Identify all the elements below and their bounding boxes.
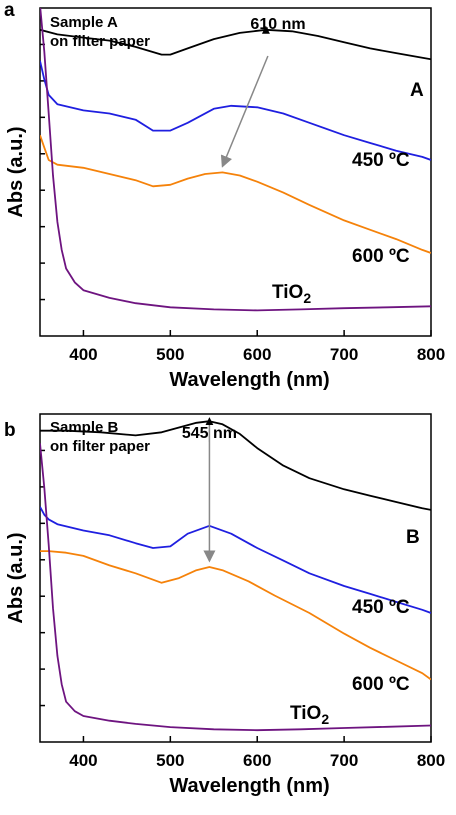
y-axis-title: Abs (a.u.) <box>5 532 27 623</box>
curve-label: B <box>406 527 420 548</box>
curve-label-text: TiO <box>290 703 321 724</box>
curve-label: 600 ºC <box>352 674 410 695</box>
curve-label-text: TiO <box>272 282 303 303</box>
curve-label: 450 ºC <box>352 150 410 171</box>
curve-label-subscript: 2 <box>321 711 329 727</box>
x-tick-label: 500 <box>156 751 184 770</box>
series-line-3 <box>40 443 431 732</box>
panel-letter: b <box>4 420 16 441</box>
series-line-0 <box>40 420 431 511</box>
curve-label-subscript: 2 <box>303 290 311 306</box>
x-tick-label: 800 <box>417 751 445 770</box>
curve-label: TiO2 <box>290 703 329 727</box>
curve-label: 600 ºC <box>352 246 410 267</box>
series-line-0 <box>40 28 431 61</box>
series-line-3 <box>40 8 431 312</box>
sample-note-line: on filter paper <box>50 438 150 455</box>
series-line-1 <box>40 506 431 614</box>
curve-label: TiO2 <box>272 282 311 306</box>
series-line-2 <box>40 134 431 254</box>
x-tick-label: 400 <box>69 751 97 770</box>
curve-label: A <box>410 80 424 101</box>
panel-letter: a <box>4 0 15 21</box>
x-axis-title: Wavelength (nm) <box>169 775 329 797</box>
x-tick-label: 700 <box>330 751 358 770</box>
x-tick-label: 700 <box>330 345 358 364</box>
y-axis-title: Abs (a.u.) <box>5 126 27 217</box>
x-tick-label: 500 <box>156 345 184 364</box>
series-line-2 <box>40 550 431 681</box>
x-axis-title: Wavelength (nm) <box>169 369 329 391</box>
sample-note-line: Sample A <box>50 14 118 31</box>
panel-b: 400 500 600 700 800 Wavelength (nm) Abs (a.u.)… <box>4 413 445 797</box>
panel-a: 400 500 600 700 800 Wavelength (nm) Abs (a.u.)… <box>4 0 445 391</box>
x-tick-label: 800 <box>417 345 445 364</box>
plot-frame <box>39 413 432 743</box>
x-tick-label: 600 <box>243 345 271 364</box>
series-line-1 <box>40 60 431 161</box>
peak-label: 610 nm <box>250 16 305 33</box>
curve-label: 450 ºC <box>352 597 410 618</box>
x-tick-label: 600 <box>243 751 271 770</box>
plot-frame <box>39 7 432 337</box>
x-tick-label: 400 <box>69 345 97 364</box>
shift-arrow <box>220 55 269 168</box>
